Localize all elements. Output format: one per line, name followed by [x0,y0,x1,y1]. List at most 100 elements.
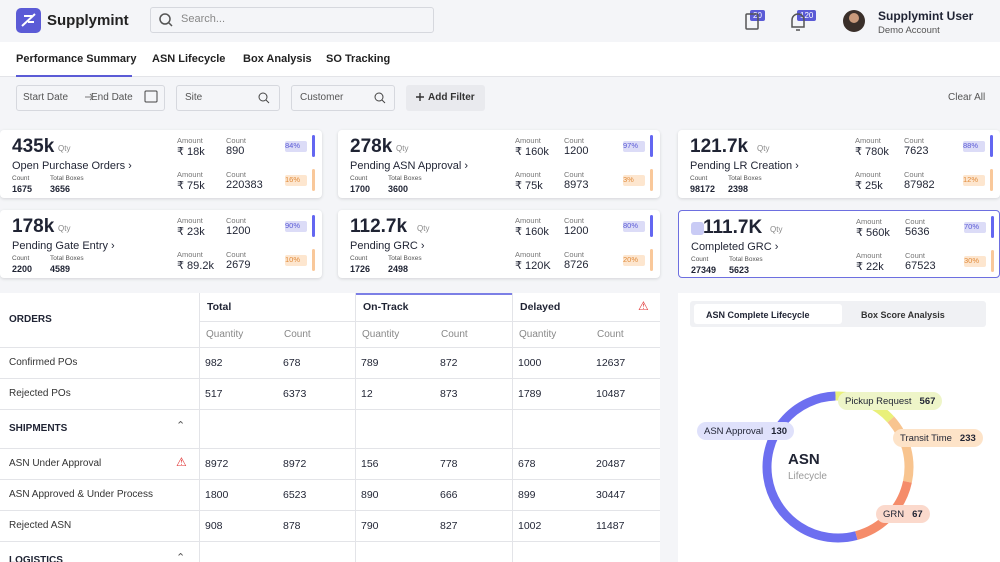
grid-line [199,321,660,322]
amount-label: Amount [177,136,203,145]
cell: 827 [440,520,458,532]
kpi-unit: Qty [770,225,783,234]
share-badge c: 12% [963,175,985,186]
boxes-label: Total Boxes [50,175,84,182]
boxes-label: Total Boxes [728,175,762,182]
grid-line [0,479,660,480]
share-badge c: 3% [623,175,645,186]
bell-icon [791,13,805,31]
kpi-card[interactable]: 178k Qty Pending Gate Entry › Count 2200 Tota… [0,210,322,278]
tab-active[interactable] [694,304,842,324]
warn-icon: ⚠ [176,455,187,469]
share-bar [650,249,653,271]
amount-value: ₹ 22k [856,261,884,273]
cell: 872 [440,357,458,369]
donut-sub c: Lifecycle [788,471,827,482]
clear-all[interactable]: Clear All [948,92,986,103]
cell: 12637 [596,357,626,369]
count-label: Count [564,216,585,225]
tab[interactable]: Box Analysis [243,53,312,65]
count-value: 220383 [226,179,263,191]
share-bar [312,249,315,271]
amount-label: Amount [177,250,203,259]
kpi-value: 111.7K [703,217,763,238]
count-label: Count [226,250,247,259]
boxes-label: Total Boxes [729,256,763,263]
date-range[interactable] [16,85,165,111]
amount-label: Amount [515,216,541,225]
kpi-value: 112.7k [350,216,408,237]
kpi-card[interactable]: 112.7k Qty Pending GRC › Count 1726 Total Box… [338,210,660,278]
count-value: 8973 [564,179,589,191]
count-value: 27349 [691,265,717,275]
lifecycle-tab[interactable]: Box Score Analysis [861,310,945,320]
badge[interactable]: 120 [797,10,817,21]
kpi-value: 178k [12,216,55,237]
tab[interactable]: SO Tracking [326,53,391,65]
tabs-bar [0,42,1000,77]
grid-line [0,409,660,410]
cell: 678 [283,357,301,369]
site-filter[interactable] [176,85,280,111]
cell: 899 [518,489,536,501]
amount-label: Amount [515,136,541,145]
amount-label: Amount [855,170,881,179]
count-value: 1200 [226,225,251,237]
amount-value: ₹ 23k [177,226,205,238]
count-label: Count [564,250,585,259]
sub-header: Quantity [519,329,557,340]
share-badge c: 88% [963,141,985,152]
kpi-card[interactable]: 121.7k Qty Pending LR Creation › Count 98172… [678,130,1000,198]
cell: 20487 [596,458,626,470]
share-bar [650,169,653,191]
count-value: 2200 [12,264,33,274]
stage-pill: Pickup Request 567 [838,392,943,410]
row-label: ASN Under Approval [9,458,102,469]
share-badge c: 10% [285,255,307,266]
amount-value: ₹ 780k [855,146,889,158]
boxes-value: 4589 [50,264,71,274]
amount-value: ₹ 89.2k [177,260,214,272]
collapse-icon[interactable]: ⌃ [176,420,186,432]
count-value: 8726 [564,259,589,271]
search-icon [374,92,384,102]
stage-value: 130 [771,425,788,437]
count-label: Count [690,175,708,182]
kpi-unit: Qty [396,144,409,153]
kpi-unit: Qty [417,224,430,233]
search-box[interactable] [150,7,434,33]
lifecycle-panel: ASN Complete Lifecycle Box Score Analysis [678,293,1000,562]
kpi-card[interactable]: 435k Qty Open Purchase Orders › Count 1675 To… [0,130,322,198]
share-badge c: 16% [285,175,307,186]
section-title: LOGISTICS [9,555,63,562]
tab[interactable]: Performance Summary [16,53,137,65]
cell: 890 [361,489,379,501]
share-bar [312,135,315,157]
count-label: Count [905,251,926,260]
count-value: 1675 [12,184,33,194]
customer-filter[interactable] [291,85,395,111]
boxes-label: Total Boxes [388,175,422,182]
arrow [85,93,94,101]
collapse-icon[interactable]: ⌃ [176,552,186,562]
share-badge c: 80% [623,221,645,232]
add-filter-label: Add Filter [428,92,475,103]
cell: 30447 [596,489,626,501]
grid-line [0,541,660,542]
kpi-unit: Qty [58,224,71,233]
tab[interactable]: ASN Lifecycle [152,53,226,65]
search-icon [258,92,268,102]
count-label: Count [691,256,709,263]
add-filter[interactable] [406,85,485,111]
count-value: 1200 [564,225,589,237]
cell: 666 [440,489,458,501]
kpi-card[interactable]: 278k Qty Pending ASN Approval › Count 1700 To… [338,130,660,198]
kpi-card[interactable]: 111.7K Qty Completed GRC › Count 27349 Total … [678,210,1000,278]
user-name: Supplymint User [878,9,974,23]
stage-name: Transit Time [900,432,952,444]
stage-name: GRN [883,508,905,520]
amount-value: ₹ 18k [177,146,205,158]
stage-name: Pickup Request [845,395,912,407]
search-icon [159,13,171,25]
cell: 908 [205,520,223,532]
